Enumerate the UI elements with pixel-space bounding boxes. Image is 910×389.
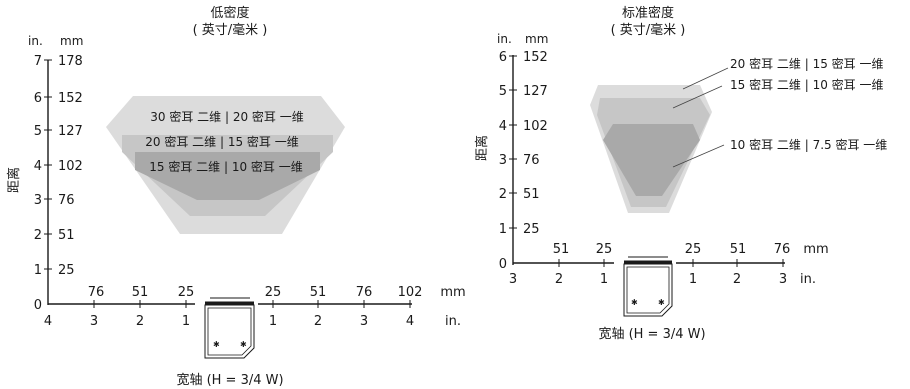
left-x-mm-tick: 51 (310, 285, 327, 300)
right-y-tick-mm: 127 (523, 84, 548, 99)
left-x-in-tick: 4 (44, 314, 52, 329)
left-y-unit-mm: mm (60, 34, 83, 48)
right-y-unit-mm: mm (525, 32, 548, 46)
right-title: 标准密度 (622, 5, 674, 21)
right-x-in-tick: 1 (689, 272, 697, 287)
left-y-tick-in: 4 (34, 159, 42, 174)
right-y-ticks (509, 55, 517, 229)
svg-text:✱: ✱ (631, 298, 638, 307)
left-zone-inner (135, 152, 320, 200)
left-x-in-tick: 2 (314, 314, 322, 329)
right-y-tick-mm: 25 (523, 222, 540, 237)
right-y-tick-mm: 51 (523, 187, 540, 202)
left-y-tick-mm: 102 (58, 159, 83, 174)
left-y-tick-in: 5 (34, 124, 42, 139)
right-y-tick-in: 4 (499, 119, 507, 134)
left-x-in-tick: 2 (136, 314, 144, 329)
svg-text:✱: ✱ (658, 298, 665, 307)
left-subtitle: ( 英寸/毫米 ) (193, 22, 268, 38)
left-y-unit-in: in. (28, 34, 43, 48)
left-x-mm-tick: 76 (356, 285, 373, 300)
left-y-tick-mm: 178 (58, 54, 83, 69)
right-x-in-tick: 2 (733, 272, 741, 287)
right-x-in-tick: 3 (779, 272, 787, 287)
left-y-axis-label: 距离 (6, 167, 22, 193)
left-x-in-tick: 1 (269, 314, 277, 329)
right-leader-3 (672, 144, 725, 168)
left-title: 低密度 (210, 5, 249, 21)
right-y-tick-in: 3 (499, 153, 507, 168)
left-y-tick-in: 0 (34, 298, 42, 313)
right-diagram: 标准密度 ( 英寸/毫米 ) in. mm 距离 20 密耳 二维 | 15 密… (474, 5, 887, 342)
left-x-mm-tick: 25 (265, 285, 282, 300)
right-leader-2 (672, 85, 723, 109)
left-y-tick-mm: 25 (58, 263, 75, 278)
right-x-in-unit: in. (800, 272, 816, 287)
left-y-tick-mm: 152 (58, 91, 83, 106)
left-y-tick-in: 6 (34, 91, 42, 106)
right-x-in-tick: 1 (600, 272, 608, 287)
right-leader-1 (682, 67, 729, 90)
right-y-tick-mm: 76 (523, 153, 540, 168)
right-x-mm-tick: 25 (685, 242, 702, 257)
left-zone-label-1: 30 密耳 二维 | 20 密耳 一维 (150, 109, 303, 124)
right-zone-label-1: 20 密耳 二维 | 15 密耳 一维 (730, 56, 883, 71)
right-zone-label-3: 10 密耳 二维 | 7.5 密耳 一维 (730, 137, 887, 152)
right-y-tick-mm: 152 (523, 50, 548, 65)
left-x-mm-unit: mm (440, 285, 465, 300)
left-zone-label-3: 15 密耳 二维 | 10 密耳 一维 (149, 159, 302, 174)
left-caption: 宽轴 (H = 3/4 W) (176, 372, 283, 388)
right-y-unit-in: in. (497, 32, 512, 46)
right-scanner-icon: ✱ ✱ (623, 256, 673, 317)
left-x-in-unit: in. (445, 314, 461, 329)
left-y-tick-mm: 76 (58, 193, 75, 208)
left-zone-label-2: 20 密耳 二维 | 15 密耳 一维 (145, 134, 298, 149)
right-y-tick-in: 5 (499, 84, 507, 99)
right-y-tick-in: 6 (499, 50, 507, 65)
right-zone-inner (603, 124, 700, 196)
left-y-tick-in: 7 (34, 54, 42, 69)
left-x-mm-tick: 51 (132, 285, 149, 300)
svg-text:✱: ✱ (240, 340, 247, 349)
right-x-mm-unit: mm (803, 242, 828, 257)
left-x-in-tick: 4 (406, 314, 414, 329)
left-x-mm-tick: 25 (178, 285, 195, 300)
right-x-in-tick: 2 (555, 272, 563, 287)
left-y-tick-mm: 51 (58, 228, 75, 243)
left-x-ticks (93, 300, 411, 308)
right-x-ticks (558, 259, 784, 267)
left-y-ticks (44, 59, 52, 270)
right-y-tick-in: 2 (499, 187, 507, 202)
left-scanner-icon: ✱ ✱ (204, 297, 255, 359)
left-y-tick-in: 2 (34, 228, 42, 243)
left-x-mm-tick: 102 (398, 285, 423, 300)
left-x-in-tick: 1 (182, 314, 190, 329)
right-x-mm-tick: 25 (596, 242, 613, 257)
right-y-axis-label: 距离 (474, 135, 490, 161)
right-y-tick-mm: 102 (523, 119, 548, 134)
left-y-tick-in: 1 (34, 263, 42, 278)
right-y-tick-in: 1 (499, 222, 507, 237)
right-x-mm-tick: 51 (730, 242, 747, 257)
svg-text:✱: ✱ (213, 340, 220, 349)
left-y-tick-mm: 127 (58, 124, 83, 139)
left-y-tick-in: 3 (34, 193, 42, 208)
right-x-mm-tick: 76 (774, 242, 791, 257)
right-y-tick-in: 0 (499, 257, 507, 272)
right-zone-label-2: 15 密耳 二维 | 10 密耳 一维 (730, 77, 883, 92)
left-diagram: 低密度 ( 英寸/毫米 ) in. mm 距离 30 密耳 二维 | 20 密耳… (6, 5, 466, 388)
right-x-mm-tick: 51 (553, 242, 570, 257)
right-x-in-tick: 3 (509, 272, 517, 287)
left-x-in-tick: 3 (360, 314, 368, 329)
right-subtitle: ( 英寸/毫米 ) (611, 22, 686, 38)
right-caption: 宽轴 (H = 3/4 W) (598, 326, 705, 342)
left-x-in-tick: 3 (90, 314, 98, 329)
left-x-mm-tick: 76 (88, 285, 105, 300)
